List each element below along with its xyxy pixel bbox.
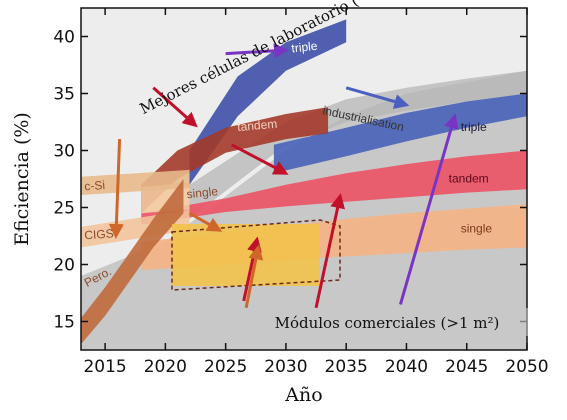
arrow-blue-industrialisation bbox=[345, 86, 410, 109]
arrow-red-to-tandem bbox=[152, 86, 198, 128]
arrow-red-commercial-up bbox=[314, 193, 345, 309]
commercial-box-yellow bbox=[172, 224, 320, 286]
lab-band-triple bbox=[189, 19, 347, 185]
label-lab-triple: triple bbox=[291, 39, 319, 56]
label-lab-tandem: tandem bbox=[237, 117, 278, 134]
y-tick-label: 30 bbox=[53, 142, 75, 162]
commercial-band-tandem bbox=[141, 150, 527, 225]
label-cSi: c-Si bbox=[84, 178, 106, 193]
arrow-red-to-commercial-tandem bbox=[230, 143, 289, 175]
y-tick-label: 40 bbox=[53, 28, 75, 48]
x-tick-label: 2040 bbox=[385, 357, 428, 377]
lab-band-c-si bbox=[81, 169, 190, 195]
x-tick-label: 2035 bbox=[325, 357, 368, 377]
commercial-band-triple bbox=[273, 93, 527, 174]
arrow-orange-lab-down bbox=[108, 139, 124, 239]
x-tick-label: 2045 bbox=[445, 357, 488, 377]
plot-frame bbox=[80, 7, 528, 351]
label-commercial-triple: triple bbox=[461, 120, 487, 134]
label-commercial-single: single bbox=[461, 222, 493, 236]
lab-band-tandem bbox=[141, 107, 329, 214]
x-tick-label: 2030 bbox=[264, 357, 307, 377]
y-tick-label: 20 bbox=[53, 256, 75, 276]
y-tick-label: 25 bbox=[53, 199, 75, 219]
x-axis-title: Año bbox=[284, 384, 322, 406]
x-tick-label: 2025 bbox=[204, 357, 247, 377]
lab-band-pero bbox=[81, 179, 184, 345]
label-CIGS: CIGS bbox=[84, 226, 114, 242]
arrow-purple-to-triple bbox=[225, 43, 289, 59]
y-axis-title: Eficiencia (%) bbox=[11, 112, 33, 246]
x-tick-label: 2050 bbox=[505, 357, 548, 377]
commercial-annotation-box: Módulos comerciales (>1 m²) bbox=[246, 308, 528, 336]
arrow-purple-commercial-up bbox=[398, 113, 459, 305]
y-tick-label: 15 bbox=[53, 313, 75, 333]
commercial-annotation-text: Módulos comerciales (>1 m²) bbox=[275, 314, 500, 332]
x-tick-label: 2020 bbox=[144, 357, 187, 377]
label-commercial-tandem: tandem bbox=[449, 171, 489, 185]
commercial-dashed-region bbox=[171, 219, 341, 291]
arrow-orange-box bbox=[244, 244, 264, 309]
y-tick-label: 35 bbox=[53, 85, 75, 105]
label-lab-single: single bbox=[186, 184, 219, 201]
x-tick-label: 2015 bbox=[83, 357, 126, 377]
arrow-orange-single bbox=[188, 211, 223, 232]
